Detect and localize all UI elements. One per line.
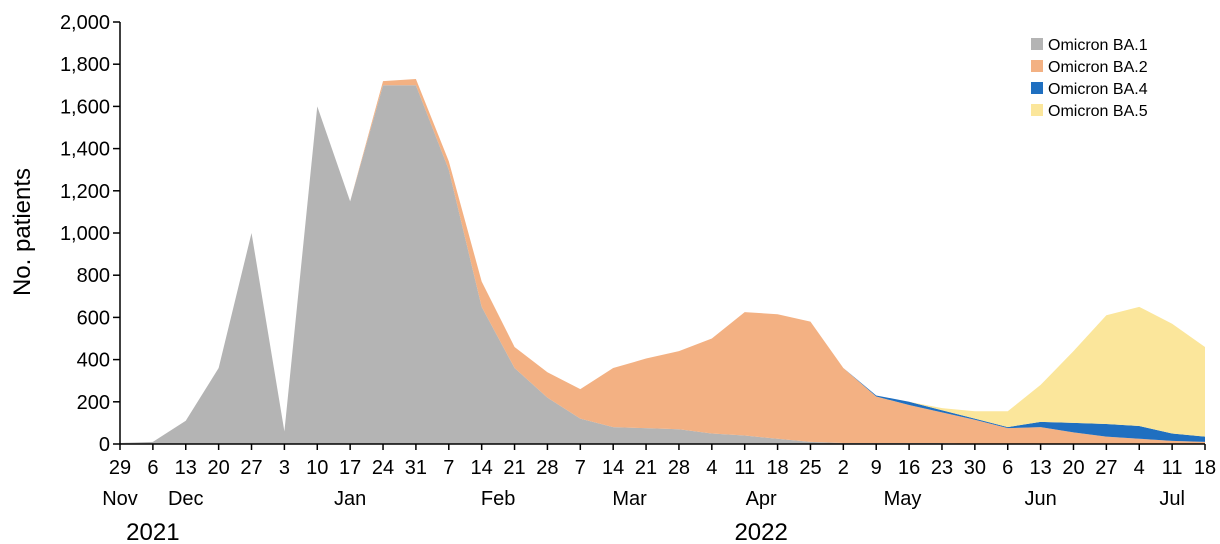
year-label: 2021: [126, 519, 179, 544]
y-tick-label: 1,400: [60, 139, 110, 161]
x-tick-label: 2: [838, 457, 849, 479]
x-tick-label: 29: [109, 457, 131, 479]
y-tick-label: 1,600: [60, 96, 110, 118]
area-series-0: [120, 85, 1205, 445]
y-tick-label: 600: [77, 307, 110, 329]
y-axis-ticks: 0 200 400 600 800 1,000 1,200 1,400 1,600 1,800 2,…: [60, 12, 120, 456]
y-axis-title: No. patients: [9, 168, 36, 296]
x-axis-ticks: 29 6 13 20 27 3 10 17 24 31 7 14 21 28 7 14 21 28 4 11 18 25 2…: [109, 444, 1216, 479]
legend-swatch: [1031, 104, 1043, 116]
legend-swatch: [1031, 82, 1043, 94]
x-tick-label: 21: [503, 457, 525, 479]
x-tick-label: 10: [306, 457, 328, 479]
x-tick-label: 17: [339, 457, 361, 479]
x-tick-label: 30: [964, 457, 986, 479]
y-tick-label: 400: [77, 350, 110, 372]
x-tick-label: 28: [668, 457, 690, 479]
y-tick-label: 200: [77, 392, 110, 414]
x-tick-label: 21: [635, 457, 657, 479]
x-tick-label: 20: [208, 457, 230, 479]
y-tick-label: 1,000: [60, 223, 110, 245]
x-tick-label: 14: [602, 457, 624, 479]
x-tick-label: 9: [871, 457, 882, 479]
month-label: Jan: [334, 488, 366, 510]
x-tick-label: 25: [799, 457, 821, 479]
x-tick-label: 18: [1194, 457, 1216, 479]
x-tick-label: 31: [405, 457, 427, 479]
y-tick-label: 1,800: [60, 54, 110, 76]
x-tick-label: 3: [279, 457, 290, 479]
series-areas: [120, 78, 1205, 445]
month-label: Jun: [1024, 488, 1056, 510]
y-tick-label: 1,200: [60, 181, 110, 203]
legend: Omicron BA.1 Omicron BA.2 Omicron BA.4 Omic…: [1031, 37, 1148, 120]
x-tick-label: 28: [536, 457, 558, 479]
y-tick-label: 0: [99, 434, 110, 456]
x-tick-label: 14: [471, 457, 493, 479]
x-tick-label: 27: [1095, 457, 1117, 479]
legend-label: Omicron BA.2: [1048, 59, 1148, 76]
x-tick-label: 4: [706, 457, 717, 479]
legend-label: Omicron BA.1: [1048, 37, 1148, 54]
x-tick-label: 4: [1134, 457, 1145, 479]
month-label: Jul: [1159, 488, 1185, 510]
month-label: Mar: [612, 488, 647, 510]
x-tick-label: 20: [1062, 457, 1084, 479]
month-labels: Nov Dec Jan Feb Mar Apr May Jun Jul: [102, 488, 1185, 510]
x-tick-label: 7: [575, 457, 586, 479]
y-tick-label: 800: [77, 265, 110, 287]
month-label: Feb: [481, 488, 515, 510]
x-tick-label: 11: [734, 457, 755, 479]
x-tick-label: 11: [1162, 457, 1183, 479]
month-label: Apr: [746, 488, 777, 510]
x-tick-label: 6: [1002, 457, 1013, 479]
y-tick-label: 2,000: [60, 12, 110, 34]
x-tick-label: 24: [372, 457, 394, 479]
x-tick-label: 18: [766, 457, 788, 479]
year-label: 2022: [734, 519, 787, 544]
x-tick-label: 6: [147, 457, 158, 479]
year-labels: 2021 2022: [126, 519, 788, 544]
x-tick-label: 7: [443, 457, 454, 479]
legend-swatch: [1031, 60, 1043, 72]
area-series-1: [120, 78, 1205, 444]
legend-label: Omicron BA.5: [1048, 103, 1148, 120]
area-series-3: [120, 78, 1205, 443]
x-tick-label: 27: [240, 457, 262, 479]
x-tick-label: 13: [1029, 457, 1051, 479]
x-tick-label: 16: [898, 457, 920, 479]
month-label: Nov: [102, 488, 138, 510]
month-label: Dec: [168, 488, 204, 510]
x-tick-label: 13: [175, 457, 197, 479]
x-tick-label: 23: [931, 457, 953, 479]
legend-label: Omicron BA.4: [1048, 81, 1148, 98]
month-label: May: [884, 488, 922, 510]
legend-swatch: [1031, 38, 1043, 50]
